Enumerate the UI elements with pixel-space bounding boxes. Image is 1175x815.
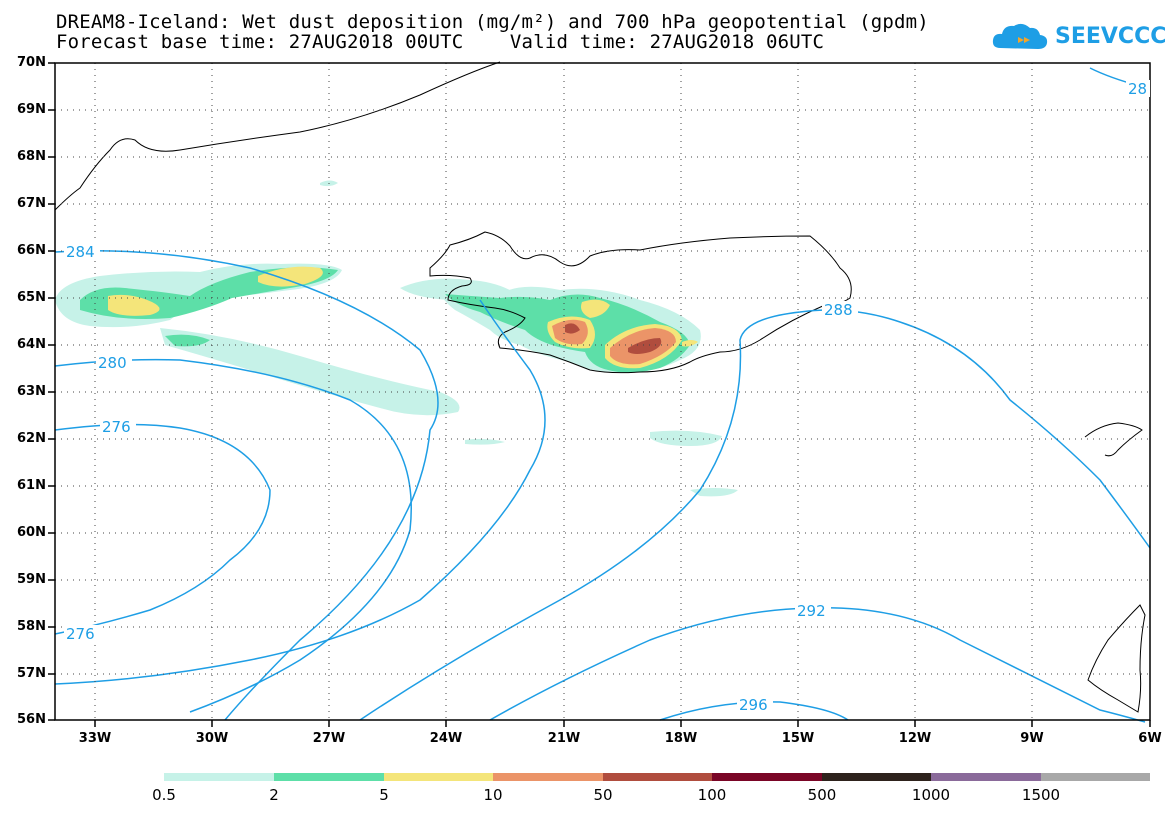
lon-label: 27W bbox=[312, 731, 346, 746]
colorbar-segment bbox=[712, 773, 822, 781]
lat-label: 58N bbox=[17, 619, 46, 634]
lon-label: 6W bbox=[1138, 731, 1162, 746]
lon-label: 30W bbox=[195, 731, 229, 746]
lat-label: 64N bbox=[17, 337, 46, 352]
lat-label: 60N bbox=[17, 525, 46, 540]
lat-label: 69N bbox=[17, 102, 46, 117]
colorbar-label: 50 bbox=[593, 786, 613, 804]
contour-label: 296 bbox=[739, 696, 768, 714]
contour-label: 284 bbox=[66, 243, 95, 261]
lat-label: 61N bbox=[17, 478, 46, 493]
colorbar-label: 10 bbox=[483, 786, 503, 804]
cloud-logo-icon bbox=[992, 23, 1048, 49]
colorbar-segment bbox=[931, 773, 1041, 781]
contour-label: 292 bbox=[797, 602, 826, 620]
lon-label: 24W bbox=[429, 731, 463, 746]
map-title-line1: DREAM8-Iceland: Wet dust deposition (mg/… bbox=[56, 11, 929, 33]
coastlines bbox=[54, 61, 1146, 713]
contour-label: 28 bbox=[1128, 80, 1147, 98]
lat-label: 67N bbox=[17, 196, 46, 211]
axis-ticks bbox=[48, 62, 1151, 727]
logo-text: SEEVCCC bbox=[1055, 24, 1167, 49]
colorbar-segment bbox=[603, 773, 712, 781]
lat-label: 57N bbox=[17, 666, 46, 681]
lat-label: 56N bbox=[17, 712, 46, 727]
colorbar-label: 100 bbox=[697, 786, 727, 804]
contour-label: 276 bbox=[66, 625, 95, 643]
lon-label: 21W bbox=[547, 731, 581, 746]
colorbar-label: 2 bbox=[269, 786, 279, 804]
geopotential-contours bbox=[54, 67, 1151, 723]
colorbar-label: 500 bbox=[807, 786, 837, 804]
dust-shading bbox=[55, 180, 738, 497]
colorbar-segment bbox=[493, 773, 603, 781]
colorbar-segment bbox=[384, 773, 493, 781]
lat-label: 63N bbox=[17, 384, 46, 399]
lat-label: 66N bbox=[17, 243, 46, 258]
lat-label: 65N bbox=[17, 290, 46, 305]
lon-label: 33W bbox=[78, 731, 112, 746]
contour-label: 276 bbox=[102, 418, 131, 436]
colorbar-segment bbox=[822, 773, 931, 781]
lon-label: 18W bbox=[664, 731, 698, 746]
lat-label: 68N bbox=[17, 149, 46, 164]
colorbar-segment bbox=[274, 773, 384, 781]
contour-label: 280 bbox=[98, 354, 127, 372]
colorbar-label: 0.5 bbox=[152, 786, 176, 804]
grid-lines bbox=[55, 63, 1150, 720]
lat-label: 59N bbox=[17, 572, 46, 587]
lat-label: 62N bbox=[17, 431, 46, 446]
colorbar-label: 1500 bbox=[1021, 786, 1061, 804]
lon-label: 12W bbox=[898, 731, 932, 746]
colorbar-segment bbox=[1041, 773, 1150, 781]
lon-label: 15W bbox=[781, 731, 815, 746]
colorbar-label: 5 bbox=[379, 786, 389, 804]
colorbar-label: 1000 bbox=[911, 786, 951, 804]
contour-label: 288 bbox=[824, 301, 853, 319]
colorbar-segment bbox=[164, 773, 274, 781]
map-title-line2: Forecast base time: 27AUG2018 00UTC Vali… bbox=[56, 31, 825, 53]
lon-label: 9W bbox=[1020, 731, 1044, 746]
lat-label: 70N bbox=[17, 55, 46, 70]
